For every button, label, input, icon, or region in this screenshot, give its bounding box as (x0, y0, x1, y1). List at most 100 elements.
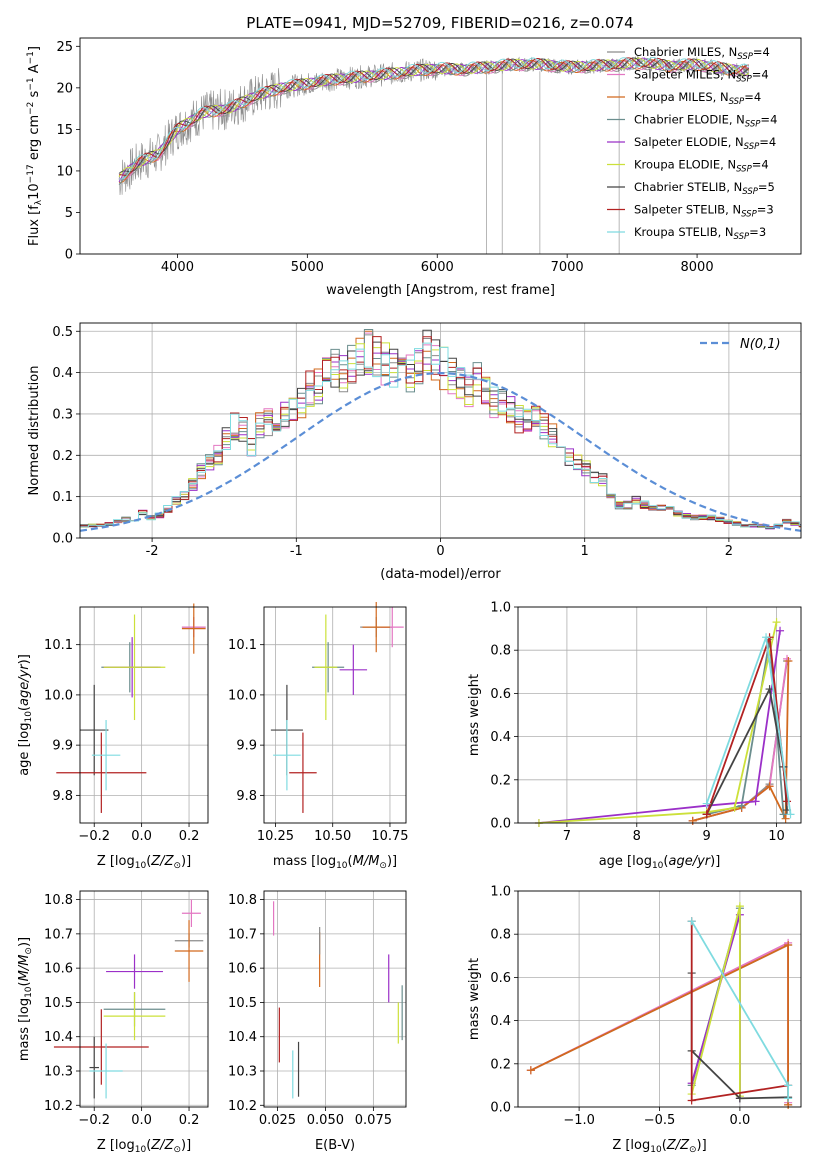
x-tick-label: 0.075 (355, 1113, 392, 1128)
label-part: Z/Z (150, 1138, 174, 1153)
axes-frame (79, 890, 209, 1108)
y-tick-label: 0.8 (490, 928, 511, 943)
ylabel-part: 10 (27, 183, 42, 200)
y-tick-label: 0.0 (52, 532, 73, 547)
y-tick-label: 15 (56, 123, 73, 138)
y-tick-label: 10.6 (44, 962, 73, 977)
x-tick-label: 7 (563, 829, 571, 844)
axes-frame (263, 606, 407, 824)
label-part: ( (662, 1138, 667, 1153)
x-axis-label: Z [log10(Z/Z⊙)] (97, 854, 191, 871)
label-part: ⊙ (24, 947, 34, 955)
y-tick-label: 10.7 (228, 927, 257, 942)
label-part: mass [log (17, 998, 32, 1061)
x-tick-label: 7000 (551, 260, 584, 275)
error-point (362, 601, 390, 653)
legend-series-name: Chabrier MILES (634, 45, 721, 59)
label-part: )] (387, 854, 397, 869)
y-tick-label: 10.2 (228, 1099, 257, 1114)
y-tick-label: 0.4 (490, 1014, 511, 1029)
legend-subscript: SSP (736, 165, 752, 175)
weight-marker (784, 657, 793, 665)
ylabel-sup: −1 (26, 51, 36, 64)
histogram-step (80, 334, 801, 538)
label-part: age/yr (17, 663, 32, 706)
weight-marker (783, 797, 792, 806)
y-tick-label: 10.4 (228, 1030, 257, 1045)
legend-series-name: Salpeter MILES (634, 68, 720, 82)
y-tick-label: 10.8 (44, 893, 73, 908)
y-tick-label: 0.0 (490, 817, 511, 832)
error-point (181, 603, 206, 654)
label-part: )] (181, 854, 191, 869)
weight-marker (702, 810, 711, 819)
label-part: ( (17, 706, 32, 711)
x-axis-label: mass [log10(M/M⊙)] (273, 854, 397, 871)
y-tick-label: 0.3 (52, 407, 73, 422)
figure-title: PLATE=0941, MJD=52709, FIBERID=0216, z=0… (246, 14, 633, 32)
error-point (89, 1036, 99, 1099)
observed-spectrum-line (118, 56, 750, 196)
x-tick-label: 6000 (421, 260, 454, 275)
label-part: age [log (17, 723, 32, 776)
label-part: mass [log (273, 854, 336, 869)
ylabel-sup: −17 (26, 164, 36, 183)
legend-n-value: 4 (763, 45, 770, 59)
weight-marker (784, 1081, 793, 1090)
ylabel-part: ] (27, 46, 42, 51)
x-tick-label: 0.025 (259, 1113, 296, 1128)
legend-n-value: 3 (759, 225, 766, 239)
legend-equals: = (759, 135, 769, 149)
x-tick-label: −0.5 (644, 1113, 676, 1128)
legend-entry: Chabrier MILES, NSSP=4 (634, 45, 770, 62)
x-tick-label: 2 (725, 544, 733, 559)
model-spectrum-line (119, 57, 749, 176)
y-tick-label: 10.4 (44, 1030, 73, 1045)
legend-equals: = (753, 45, 763, 59)
histogram-series (80, 329, 801, 538)
y-tick-label: 10.6 (228, 962, 257, 977)
ylabel-sup: −2 (26, 102, 36, 115)
weight-marker (730, 803, 739, 812)
x-tick-label: -1 (290, 544, 303, 559)
legend-n-label: , N (721, 45, 737, 59)
label-part: M/M (17, 955, 32, 982)
label-part: 10 (135, 1145, 147, 1155)
y-tick-label: 9.8 (52, 789, 73, 804)
x-axis-label: (data-model)/error (380, 567, 501, 582)
error-point (80, 684, 109, 776)
x-tick-label: 0.0 (131, 829, 152, 844)
label-part: ⊙ (173, 861, 181, 871)
x-tick-label: 0.0 (131, 1113, 152, 1128)
legend-subscript: SSP (729, 97, 745, 107)
y-axis-label: mass weight (467, 674, 482, 756)
label-part: 10 (650, 1145, 662, 1155)
label-part: )] (17, 937, 32, 947)
y-axis-label: age [log10(age/yr)] (17, 654, 34, 776)
x-tick-label: 0.2 (179, 1113, 200, 1128)
y-tick-label: 10.1 (44, 638, 73, 653)
legend-entry: Kroupa STELIB, NSSP=3 (634, 225, 766, 242)
y-tick-label: 10.1 (228, 638, 257, 653)
legend-subscript: SSP (737, 52, 753, 62)
legend-equals: = (757, 203, 767, 217)
error-point (103, 614, 166, 721)
ylabel-part: erg cm (27, 115, 42, 164)
axes-frame (517, 606, 802, 824)
x-axis-label: age [log10(age/yr)] (599, 854, 721, 871)
legend-n-label: , N (728, 135, 744, 149)
histogram-step (80, 350, 801, 538)
error-point (339, 644, 368, 695)
legend-n-label: , N (725, 203, 741, 217)
legend-entry: Salpeter MILES, NSSP=4 (634, 68, 769, 85)
weight-marker (735, 902, 744, 911)
model-spectrum-line (118, 56, 750, 180)
y-axis-label: mass weight (467, 958, 482, 1040)
weight-marker (772, 618, 781, 627)
x-tick-label: −1.0 (563, 1113, 595, 1128)
label-part: 10 (24, 986, 34, 998)
y-tick-label: 10.2 (44, 1099, 73, 1114)
legend-n-label: , N (726, 180, 742, 194)
label-part: ( (663, 854, 668, 869)
